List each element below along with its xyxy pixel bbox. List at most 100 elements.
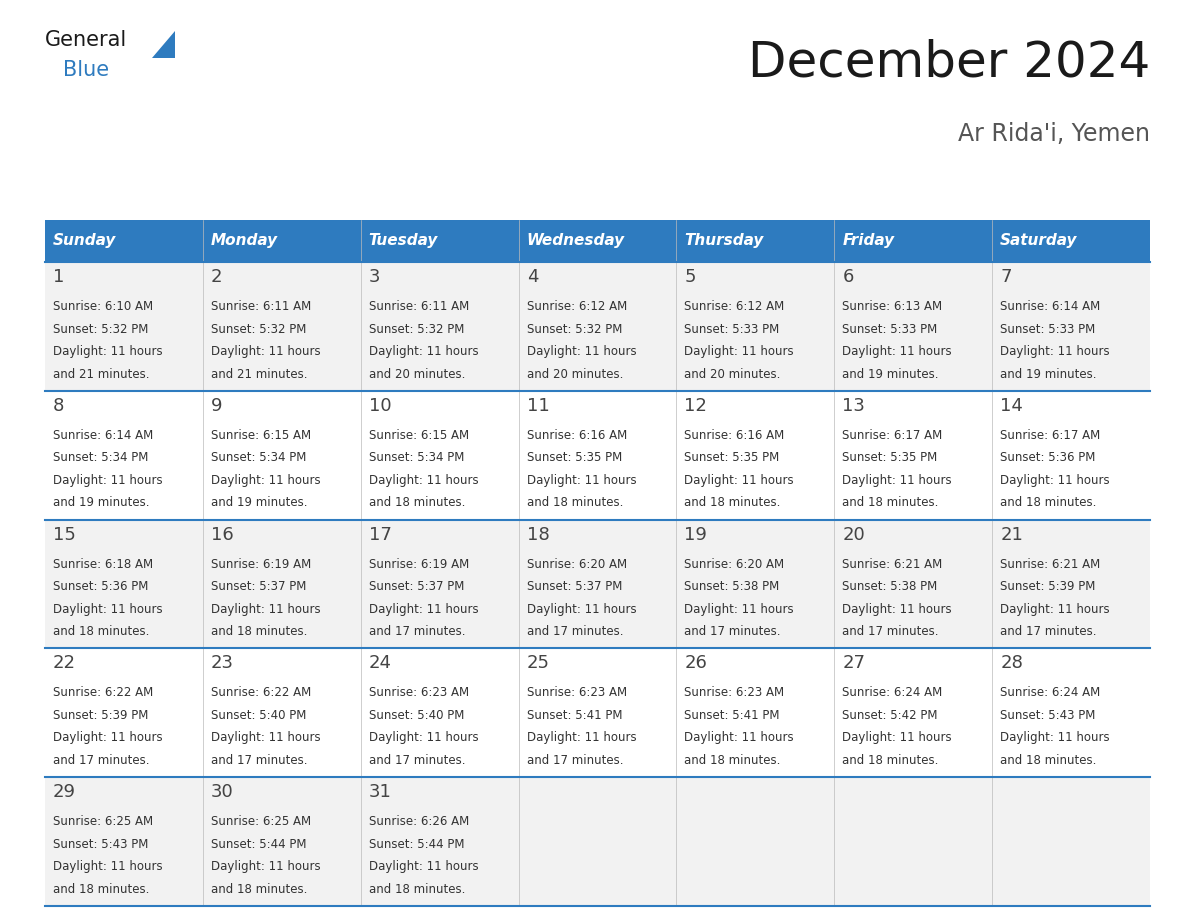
Bar	[676, 220, 834, 262]
Text: Daylight: 11 hours: Daylight: 11 hours	[526, 732, 637, 744]
Polygon shape	[152, 31, 175, 58]
Text: Daylight: 11 hours: Daylight: 11 hours	[684, 732, 794, 744]
Text: and 20 minutes.: and 20 minutes.	[526, 367, 623, 381]
Bar	[834, 648, 992, 778]
Text: Daylight: 11 hours: Daylight: 11 hours	[368, 732, 479, 744]
Text: Sunset: 5:38 PM: Sunset: 5:38 PM	[842, 580, 937, 593]
Text: Sunrise: 6:23 AM: Sunrise: 6:23 AM	[368, 687, 469, 700]
Text: and 17 minutes.: and 17 minutes.	[684, 625, 781, 638]
Text: Saturday: Saturday	[1000, 233, 1078, 249]
Text: Daylight: 11 hours: Daylight: 11 hours	[1000, 732, 1110, 744]
Text: 26: 26	[684, 655, 707, 672]
Text: 4: 4	[526, 268, 538, 286]
Text: Sunset: 5:33 PM: Sunset: 5:33 PM	[684, 322, 779, 336]
Text: Daylight: 11 hours: Daylight: 11 hours	[210, 603, 321, 616]
Text: and 18 minutes.: and 18 minutes.	[842, 497, 939, 509]
Text: Sunrise: 6:17 AM: Sunrise: 6:17 AM	[1000, 429, 1100, 442]
Text: Sunset: 5:32 PM: Sunset: 5:32 PM	[368, 322, 465, 336]
Bar	[361, 648, 519, 778]
Text: Daylight: 11 hours: Daylight: 11 hours	[53, 345, 163, 358]
Bar	[834, 391, 992, 520]
Text: and 21 minutes.: and 21 minutes.	[53, 367, 150, 381]
Bar	[992, 520, 1150, 648]
Text: and 17 minutes.: and 17 minutes.	[368, 625, 466, 638]
Text: Sunset: 5:43 PM: Sunset: 5:43 PM	[1000, 709, 1095, 722]
Text: 15: 15	[53, 526, 76, 543]
Text: Sunrise: 6:24 AM: Sunrise: 6:24 AM	[1000, 687, 1100, 700]
Text: 6: 6	[842, 268, 854, 286]
Text: Monday: Monday	[210, 233, 278, 249]
Bar	[834, 778, 992, 906]
Text: 13: 13	[842, 397, 865, 415]
Text: Sunrise: 6:10 AM: Sunrise: 6:10 AM	[53, 300, 153, 313]
Text: and 18 minutes.: and 18 minutes.	[1000, 497, 1097, 509]
Text: and 19 minutes.: and 19 minutes.	[842, 367, 939, 381]
Text: Sunrise: 6:16 AM: Sunrise: 6:16 AM	[526, 429, 627, 442]
Text: Daylight: 11 hours: Daylight: 11 hours	[210, 474, 321, 487]
Bar	[203, 391, 361, 520]
Text: Daylight: 11 hours: Daylight: 11 hours	[1000, 474, 1110, 487]
Text: 10: 10	[368, 397, 391, 415]
Text: Sunset: 5:40 PM: Sunset: 5:40 PM	[368, 709, 465, 722]
Text: Daylight: 11 hours: Daylight: 11 hours	[1000, 603, 1110, 616]
Text: Daylight: 11 hours: Daylight: 11 hours	[1000, 345, 1110, 358]
Text: Daylight: 11 hours: Daylight: 11 hours	[842, 345, 952, 358]
Bar	[992, 648, 1150, 778]
Text: 1: 1	[53, 268, 64, 286]
Bar	[203, 778, 361, 906]
Text: Daylight: 11 hours: Daylight: 11 hours	[526, 474, 637, 487]
Text: Sunday: Sunday	[53, 233, 116, 249]
Text: Sunset: 5:32 PM: Sunset: 5:32 PM	[53, 322, 148, 336]
Text: 19: 19	[684, 526, 707, 543]
Text: Daylight: 11 hours: Daylight: 11 hours	[842, 603, 952, 616]
Text: 28: 28	[1000, 655, 1023, 672]
Text: Daylight: 11 hours: Daylight: 11 hours	[368, 860, 479, 873]
Text: 14: 14	[1000, 397, 1023, 415]
Text: Tuesday: Tuesday	[368, 233, 438, 249]
Text: Sunrise: 6:19 AM: Sunrise: 6:19 AM	[210, 557, 311, 571]
Bar	[519, 648, 676, 778]
Bar	[45, 648, 203, 778]
Bar	[361, 520, 519, 648]
Text: 2: 2	[210, 268, 222, 286]
Text: Sunset: 5:44 PM: Sunset: 5:44 PM	[368, 838, 465, 851]
Text: and 17 minutes.: and 17 minutes.	[842, 625, 939, 638]
Bar	[834, 220, 992, 262]
Bar	[676, 391, 834, 520]
Text: Daylight: 11 hours: Daylight: 11 hours	[210, 860, 321, 873]
Text: Sunrise: 6:20 AM: Sunrise: 6:20 AM	[526, 557, 627, 571]
Text: Sunset: 5:42 PM: Sunset: 5:42 PM	[842, 709, 937, 722]
Bar	[45, 262, 203, 391]
Text: 16: 16	[210, 526, 234, 543]
Text: Sunrise: 6:16 AM: Sunrise: 6:16 AM	[684, 429, 785, 442]
Text: and 17 minutes.: and 17 minutes.	[526, 625, 623, 638]
Text: and 17 minutes.: and 17 minutes.	[368, 754, 466, 767]
Text: Sunset: 5:37 PM: Sunset: 5:37 PM	[210, 580, 307, 593]
Bar	[361, 262, 519, 391]
Text: Sunset: 5:33 PM: Sunset: 5:33 PM	[1000, 322, 1095, 336]
Text: Sunrise: 6:21 AM: Sunrise: 6:21 AM	[1000, 557, 1100, 571]
Text: and 18 minutes.: and 18 minutes.	[368, 883, 465, 896]
Text: Sunrise: 6:19 AM: Sunrise: 6:19 AM	[368, 557, 469, 571]
Bar	[676, 648, 834, 778]
Bar	[992, 220, 1150, 262]
Text: Sunrise: 6:17 AM: Sunrise: 6:17 AM	[842, 429, 942, 442]
Text: and 21 minutes.: and 21 minutes.	[210, 367, 308, 381]
Bar	[834, 262, 992, 391]
Text: 30: 30	[210, 783, 234, 801]
Text: Daylight: 11 hours: Daylight: 11 hours	[368, 603, 479, 616]
Bar	[992, 262, 1150, 391]
Bar	[676, 520, 834, 648]
Text: Sunset: 5:41 PM: Sunset: 5:41 PM	[526, 709, 623, 722]
Text: Daylight: 11 hours: Daylight: 11 hours	[526, 345, 637, 358]
Text: Sunrise: 6:12 AM: Sunrise: 6:12 AM	[526, 300, 627, 313]
Text: 23: 23	[210, 655, 234, 672]
Bar	[361, 220, 519, 262]
Text: Daylight: 11 hours: Daylight: 11 hours	[210, 345, 321, 358]
Text: and 18 minutes.: and 18 minutes.	[842, 754, 939, 767]
Text: Sunset: 5:36 PM: Sunset: 5:36 PM	[53, 580, 148, 593]
Text: Sunrise: 6:14 AM: Sunrise: 6:14 AM	[53, 429, 153, 442]
Text: 27: 27	[842, 655, 865, 672]
Text: Sunset: 5:40 PM: Sunset: 5:40 PM	[210, 709, 307, 722]
Text: Sunset: 5:32 PM: Sunset: 5:32 PM	[526, 322, 623, 336]
